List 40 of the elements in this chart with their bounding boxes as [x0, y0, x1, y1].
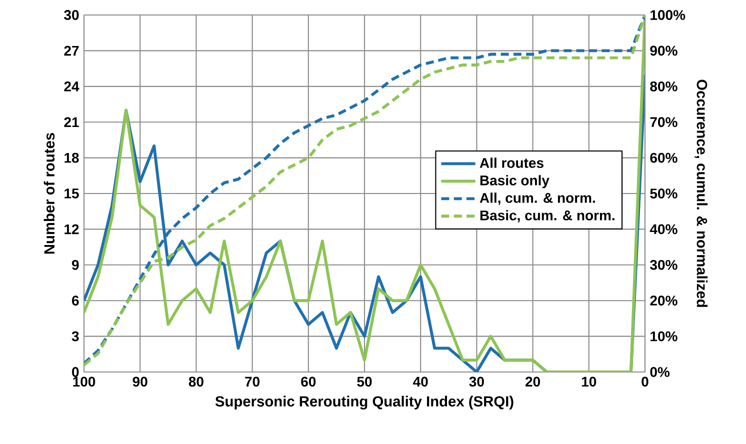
x-tick-label: 30: [469, 376, 484, 387]
y-tick-label: 21: [64, 117, 79, 127]
y-tick-label: 9: [72, 260, 79, 270]
y2-tick-label: 40%: [650, 224, 678, 234]
y2-axis-title: Occurence, cumul. & normalized: [694, 80, 708, 307]
x-tick-label: 60: [301, 376, 316, 387]
legend-label: All, cum. & norm.: [480, 192, 595, 205]
y2-tick-label: 60%: [650, 152, 678, 163]
x-tick-label: 10: [582, 376, 596, 387]
legend-label: All routes: [480, 158, 544, 168]
x-tick-label: 40: [413, 376, 428, 387]
x-tick-label: 50: [357, 376, 372, 387]
x-tick-label: 90: [132, 376, 148, 387]
x-tick-label: 70: [245, 376, 260, 387]
legend-label: Basic only: [480, 175, 550, 188]
y2-tick-label: 80%: [650, 81, 678, 92]
y-tick-label: 0: [72, 367, 79, 377]
y2-tick-label: 20%: [650, 296, 678, 306]
x-tick-label: 0: [642, 376, 648, 387]
legend-label: Basic, cum. & norm.: [480, 210, 614, 222]
y-axis-title: Number of routes: [44, 133, 55, 254]
y2-tick-label: 50%: [650, 188, 678, 198]
y-tick-label: 24: [64, 82, 80, 92]
y2-tick-label: 90%: [650, 46, 678, 56]
x-tick-label: 80: [188, 376, 204, 387]
y-tick-label: 15: [64, 188, 79, 198]
x-tick-label: 100: [73, 376, 96, 387]
y2-tick-label: 70%: [650, 117, 678, 128]
x-tick-label: 20: [525, 376, 540, 387]
y2-tick-label: 100%: [650, 10, 686, 20]
y2-tick-label: 30%: [650, 260, 678, 270]
y-tick-label: 30: [64, 10, 79, 20]
y2-tick-label: 0%: [650, 367, 670, 377]
y-tick-label: 12: [64, 224, 79, 234]
y-tick-label: 18: [64, 152, 79, 163]
y-tick-label: 3: [72, 331, 79, 342]
y-tick-label: 6: [72, 296, 79, 306]
x-axis-title: Supersonic Rerouting Quality Index (SRQI): [215, 396, 514, 410]
y-tick-label: 27: [64, 46, 79, 56]
y2-tick-label: 10%: [650, 331, 678, 342]
